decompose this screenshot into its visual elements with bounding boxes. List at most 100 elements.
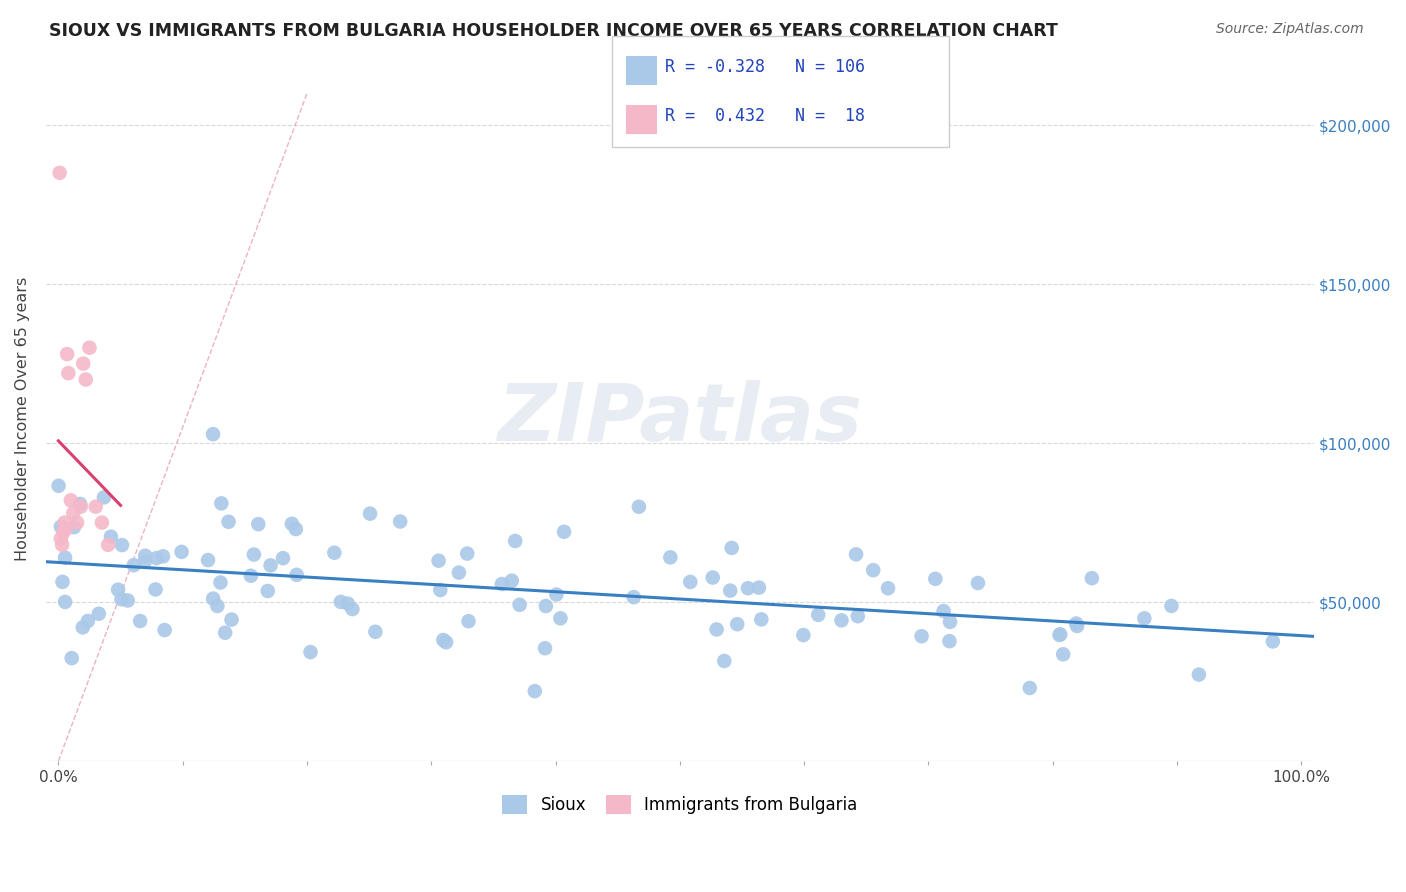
Point <box>107 582 129 597</box>
Point <box>93 491 115 505</box>
Point <box>546 587 568 601</box>
Point <box>271 551 294 566</box>
Point <box>725 617 748 632</box>
Point <box>239 568 262 582</box>
Point <box>202 591 225 606</box>
Point <box>1160 599 1182 613</box>
Point <box>207 599 229 613</box>
Point <box>145 582 167 597</box>
Point <box>170 545 193 559</box>
Point <box>429 582 451 597</box>
Point <box>491 577 513 591</box>
Point <box>66 516 89 530</box>
Point <box>209 575 232 590</box>
Point <box>284 522 307 536</box>
Point <box>59 493 82 508</box>
Point <box>718 583 741 598</box>
Point <box>281 516 304 531</box>
Point <box>72 620 94 634</box>
Point <box>342 602 364 616</box>
Point <box>58 366 80 380</box>
Point <box>359 507 381 521</box>
Point <box>72 357 94 371</box>
Point <box>713 654 735 668</box>
Point <box>1081 571 1104 585</box>
Point <box>706 623 728 637</box>
Point <box>1052 648 1074 662</box>
Point <box>509 598 531 612</box>
Point <box>69 497 91 511</box>
Point <box>967 576 990 591</box>
Point <box>845 547 868 561</box>
Point <box>209 496 232 510</box>
Point <box>534 599 557 613</box>
Point <box>553 524 575 539</box>
Legend: Sioux, Immigrants from Bulgaria: Sioux, Immigrants from Bulgaria <box>502 795 858 814</box>
Point <box>53 550 76 565</box>
Point <box>846 609 869 624</box>
Point <box>221 613 243 627</box>
Point <box>134 549 156 563</box>
Point <box>938 634 960 648</box>
Point <box>111 538 134 552</box>
Text: SIOUX VS IMMIGRANTS FROM BULGARIA HOUSEHOLDER INCOME OVER 65 YEARS CORRELATION C: SIOUX VS IMMIGRANTS FROM BULGARIA HOUSEH… <box>49 22 1059 40</box>
Point <box>214 625 236 640</box>
Point <box>1049 627 1071 641</box>
Point <box>748 581 770 595</box>
Point <box>197 553 219 567</box>
Point <box>90 516 112 530</box>
Point <box>285 567 308 582</box>
Point <box>456 547 478 561</box>
Point <box>720 541 742 555</box>
Point <box>75 372 97 386</box>
Point <box>152 549 174 564</box>
Point <box>1049 628 1071 642</box>
Point <box>702 570 724 584</box>
Point <box>679 574 702 589</box>
Point <box>427 554 450 568</box>
Point <box>792 628 814 642</box>
Point <box>1133 611 1156 625</box>
Point <box>924 572 946 586</box>
Point <box>364 624 387 639</box>
Point <box>389 515 412 529</box>
Point <box>329 595 352 609</box>
Point <box>259 558 281 573</box>
Point <box>145 551 167 566</box>
Point <box>534 641 557 656</box>
Point <box>877 581 900 595</box>
Y-axis label: Householder Income Over 65 years: Householder Income Over 65 years <box>15 277 30 561</box>
Point <box>457 614 479 628</box>
Point <box>76 614 98 628</box>
Point <box>939 615 962 629</box>
Point <box>202 427 225 442</box>
Point <box>550 611 572 625</box>
Point <box>53 595 76 609</box>
Text: R =  0.432   N =  18: R = 0.432 N = 18 <box>665 107 865 125</box>
Point <box>49 520 72 534</box>
Point <box>501 574 523 588</box>
Point <box>336 597 359 611</box>
Point <box>153 623 176 637</box>
Point <box>749 612 772 626</box>
Point <box>323 546 346 560</box>
Point <box>79 341 101 355</box>
Point <box>100 530 122 544</box>
Point <box>51 538 73 552</box>
Point <box>737 581 759 595</box>
Point <box>52 525 75 540</box>
Point <box>1188 667 1211 681</box>
Point <box>48 479 70 493</box>
Point <box>69 500 91 514</box>
Point <box>49 532 72 546</box>
Point <box>627 500 650 514</box>
Point <box>134 554 156 568</box>
Point <box>51 574 73 589</box>
Point <box>256 584 278 599</box>
Point <box>831 613 853 627</box>
Point <box>97 538 120 552</box>
Point <box>910 629 932 643</box>
Point <box>1066 619 1088 633</box>
Point <box>117 593 139 607</box>
Text: ZIPatlas: ZIPatlas <box>498 380 862 458</box>
